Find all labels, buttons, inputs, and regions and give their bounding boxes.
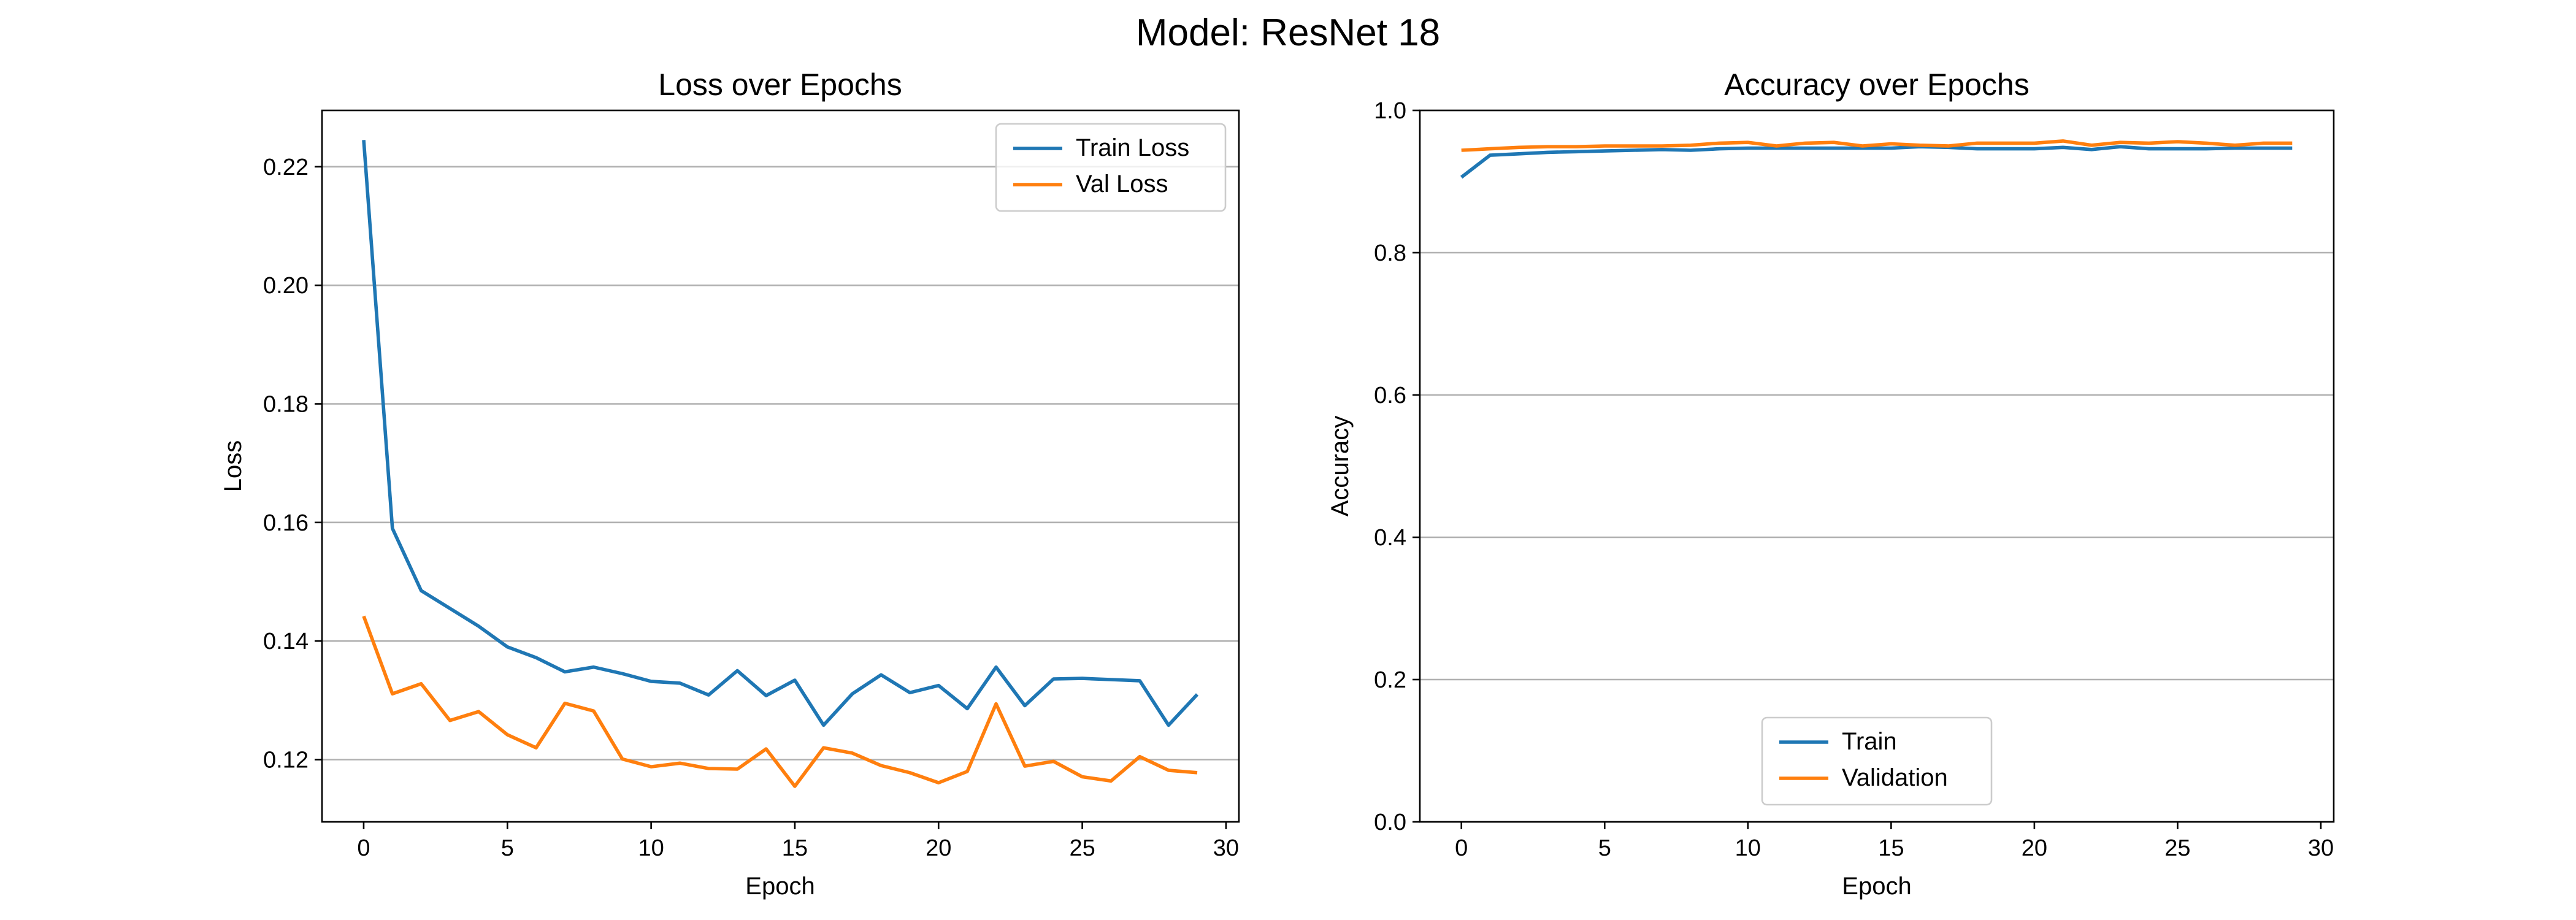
loss-chart-frame [321, 109, 1240, 823]
loss-x-axis-label: Epoch [745, 873, 815, 900]
loss-series-validation-line [362, 615, 1198, 788]
accuracy-legend-label: Train [1842, 728, 1897, 755]
accuracy-x-axis-label: Epoch [1842, 873, 1911, 900]
accuracy-x-tick-label: 20 [2022, 835, 2047, 861]
accuracy-y-tick-label: 0.4 [1374, 525, 1406, 551]
accuracy-legend: Train Validation [1761, 716, 1993, 806]
loss-chart-title: Loss over Epochs [658, 67, 902, 102]
loss-y-tick-label: 0.18 [263, 392, 309, 418]
loss-y-tick-label: 0.22 [263, 155, 309, 180]
accuracy-y-tick-label: 1.0 [1374, 98, 1406, 124]
loss-y-tick-label: 0.20 [263, 273, 309, 299]
accuracy-x-tick-label: 0 [1455, 835, 1468, 861]
loss-legend: Train Loss Val Loss [995, 123, 1227, 212]
accuracy-y-tick-label: 0.0 [1374, 810, 1406, 835]
loss-legend-box [995, 123, 1227, 212]
accuracy-x-tick-label: 5 [1598, 835, 1611, 861]
accuracy-x-tick-label: 15 [1878, 835, 1904, 861]
figure-title: Model: ResNet 18 [1136, 12, 1440, 54]
accuracy-y-tick-label: 0.6 [1374, 383, 1406, 408]
accuracy-x-tick-label: 30 [2308, 835, 2334, 861]
accuracy-chart-frame [1419, 109, 2335, 823]
loss-y-tick-label: 0.16 [263, 510, 309, 536]
loss-y-axis-label: Loss [220, 440, 247, 493]
accuracy-y-axis-label: Accuracy [1327, 416, 1354, 517]
loss-x-tick-label: 25 [1069, 835, 1095, 861]
loss-y-tick-label: 0.12 [263, 748, 309, 773]
loss-x-tick-label: 0 [357, 835, 370, 861]
loss-x-tick-label: 30 [1213, 835, 1239, 861]
loss-series-train-line [362, 140, 1199, 727]
accuracy-chart-title: Accuracy over Epochs [1724, 67, 2029, 102]
loss-x-tick-label: 5 [501, 835, 514, 861]
loss-legend-label: Val Loss [1076, 171, 1168, 197]
accuracy-series-validation-line [1461, 139, 2293, 152]
accuracy-legend-box [1761, 716, 1993, 806]
loss-x-tick-label: 15 [782, 835, 808, 861]
accuracy-chart: Accuracy over Epochs Epoch Accuracy 0.0 0… [1327, 67, 2335, 900]
loss-x-tick-label: 10 [638, 835, 664, 861]
loss-chart: Loss over Epochs Epoch Loss 0.12 0.14 0.16… [220, 67, 1240, 900]
accuracy-y-tick-label: 0.8 [1374, 240, 1406, 266]
loss-x-tick-label: 20 [926, 835, 951, 861]
accuracy-series-train-line [1460, 145, 2293, 179]
loss-legend-label: Train Loss [1076, 134, 1189, 161]
accuracy-legend-label: Validation [1842, 764, 1948, 791]
accuracy-y-tick-label: 0.2 [1374, 667, 1406, 693]
loss-y-tick-label: 0.14 [263, 629, 309, 654]
accuracy-x-tick-label: 10 [1735, 835, 1761, 861]
accuracy-x-tick-label: 25 [2164, 835, 2190, 861]
